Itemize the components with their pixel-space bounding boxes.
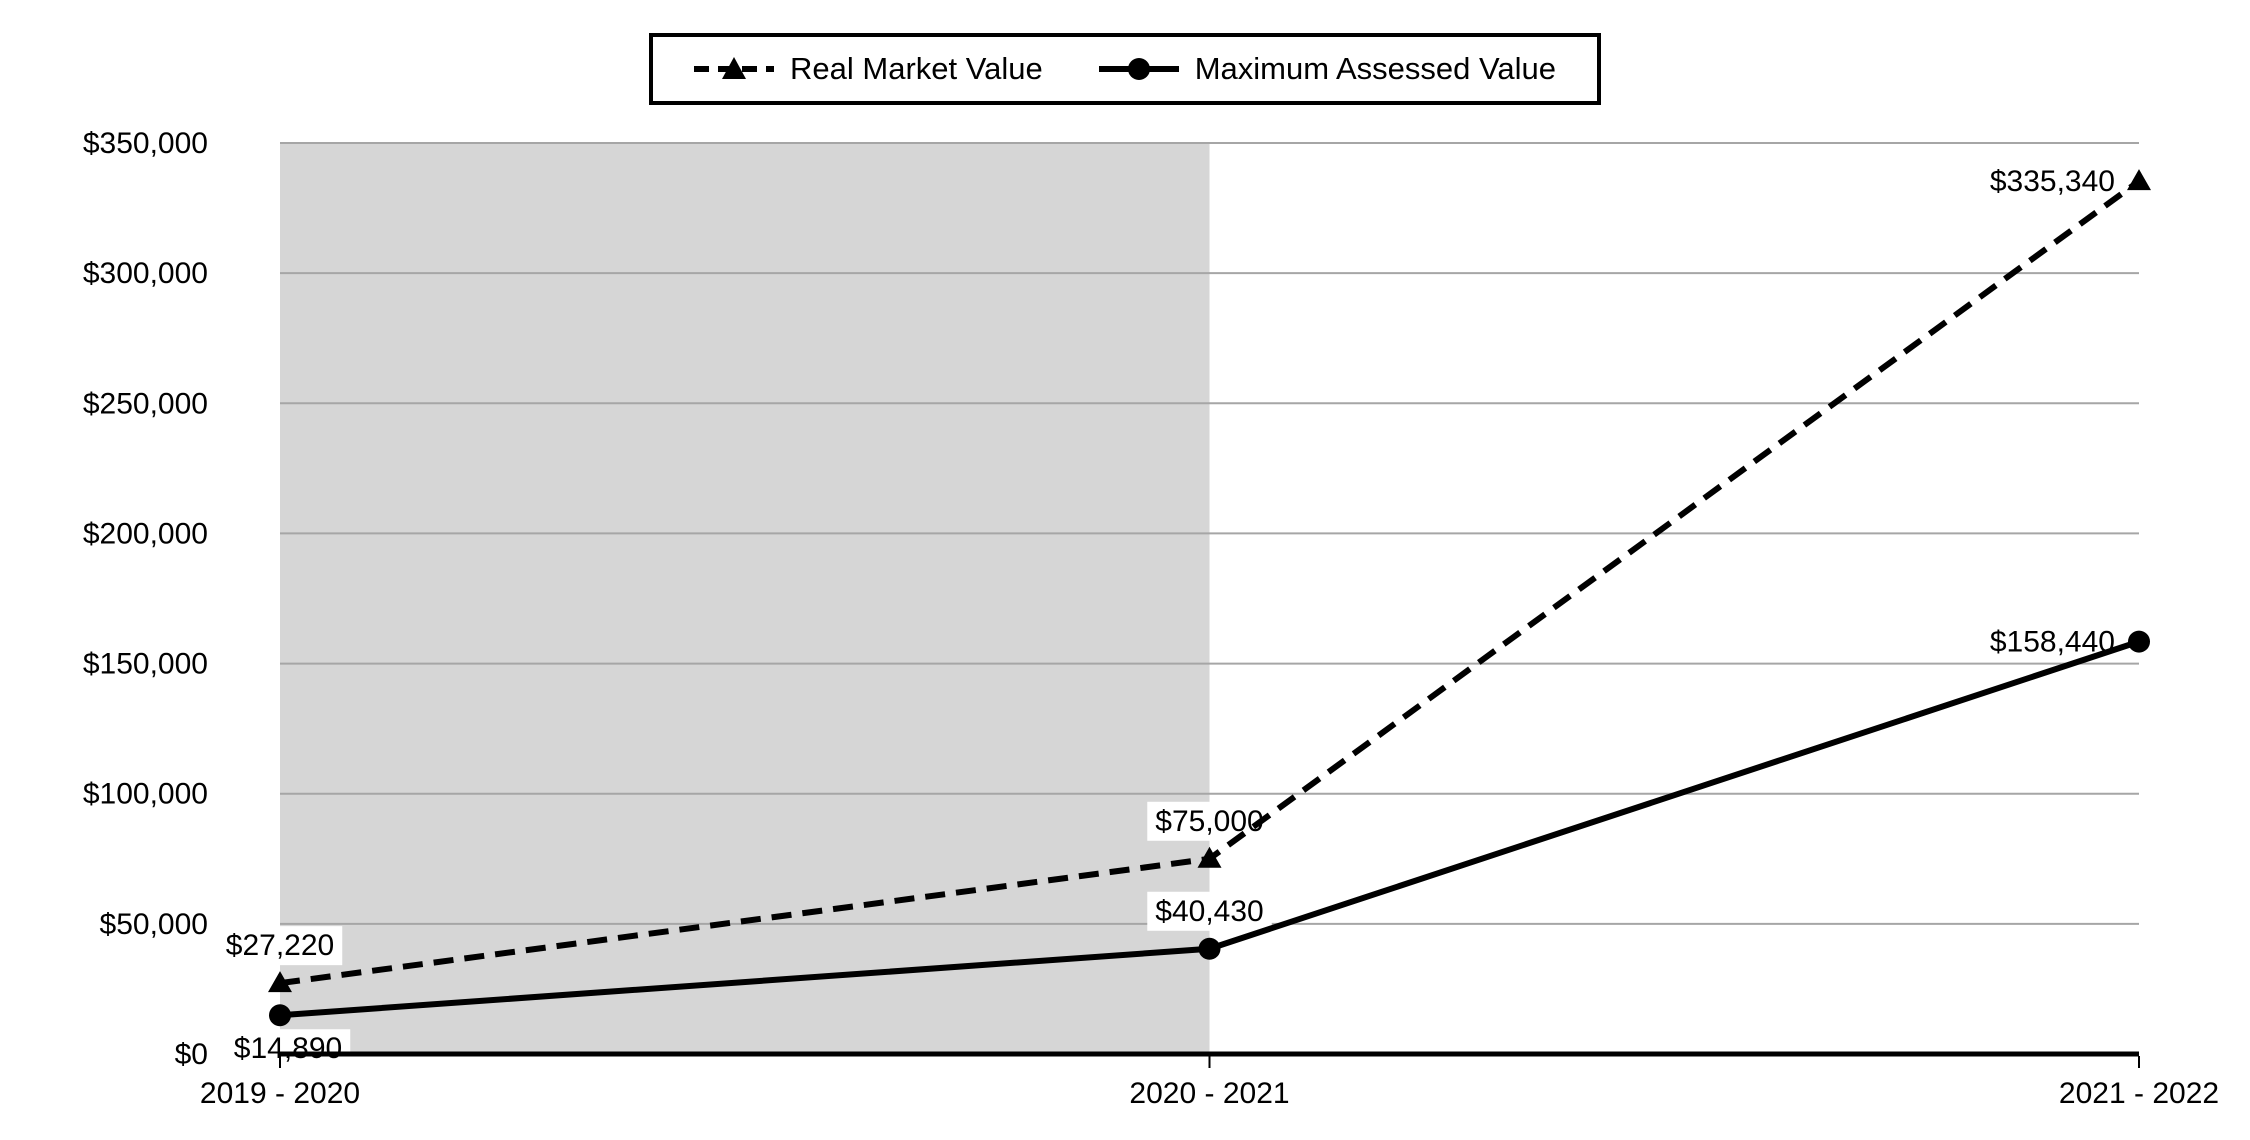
data-label-background	[1147, 891, 1272, 931]
data-label: $75,000	[1155, 805, 1263, 838]
data-label: $40,430	[1155, 895, 1263, 928]
chart-legend: Real Market Value Maximum Assessed Value	[649, 33, 1601, 105]
x-axis-category-label: 2020 - 2021	[1129, 1077, 1289, 1110]
legend-item-maximum-assessed-value: Maximum Assessed Value	[1098, 51, 1556, 87]
legend-item-real-market-value: Real Market Value	[694, 51, 1043, 87]
data-label-background	[217, 926, 343, 966]
x-axis-category-label: 2019 - 2020	[200, 1077, 360, 1110]
y-axis-tick-label: $200,000	[83, 517, 208, 550]
data-label-background-layer	[217, 162, 2123, 1069]
axis-layer	[278, 1051, 2140, 1068]
axis-label-layer: $350,000 $300,000 $250,000 $200,000 $150,000…	[83, 127, 2219, 1110]
y-axis-tick-label: $300,000	[83, 257, 208, 290]
y-axis-tick-label: $100,000	[83, 778, 208, 811]
circle-marker	[269, 1004, 291, 1027]
data-label-background	[1981, 162, 2123, 202]
y-axis-tick-label: $150,000	[83, 648, 208, 681]
x-axis-category-label: 2021 - 2022	[2059, 1077, 2219, 1110]
y-axis-tick-label: $350,000	[83, 127, 208, 160]
triangle-marker	[1197, 846, 1222, 868]
series-marker-layer	[268, 169, 2151, 1027]
data-label-background	[1147, 801, 1272, 841]
data-label: $27,220	[226, 929, 334, 962]
triangle-marker	[268, 971, 292, 993]
legend-label-real-market-value: Real Market Value	[790, 51, 1043, 86]
dashed-line-triangle-marker-icon	[694, 57, 775, 79]
y-axis-tick-label: $0	[175, 1038, 208, 1071]
data-label: $14,890	[234, 1032, 342, 1065]
y-axis-tick-label: $250,000	[83, 387, 208, 420]
data-label: $335,340	[1990, 165, 2115, 198]
shaded-region-layer	[280, 143, 1210, 1054]
shaded-region	[280, 143, 1210, 1054]
y-axis-tick-label: $50,000	[100, 908, 208, 941]
circle-marker	[2128, 630, 2150, 653]
gridline-layer	[280, 142, 2139, 925]
data-label-background	[225, 1029, 351, 1069]
legend-label-maximum-assessed-value: Maximum Assessed Value	[1194, 51, 1556, 86]
data-label: $158,440	[1990, 626, 2115, 659]
data-label-layer: $27,220 $75,000 $335,340 $14,890 $40,430 $158…	[226, 165, 2115, 1065]
solid-line-circle-marker-icon	[1098, 58, 1179, 80]
circle-marker	[1198, 937, 1221, 960]
triangle-marker	[2127, 169, 2151, 191]
